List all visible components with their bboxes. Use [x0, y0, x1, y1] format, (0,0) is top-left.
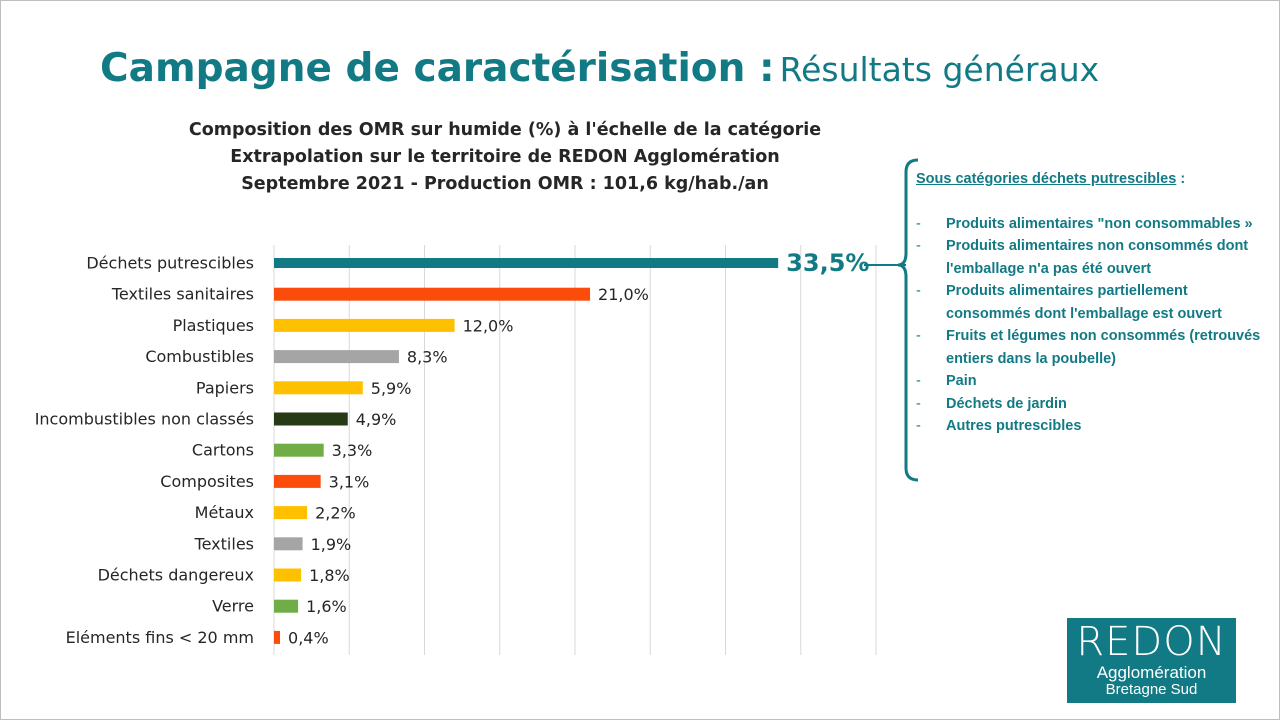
- bar: [274, 412, 348, 426]
- dash-bullet: -: [916, 373, 921, 389]
- bar: [274, 537, 303, 551]
- value-label: 8,3%: [407, 348, 448, 367]
- value-label: 2,2%: [315, 504, 356, 523]
- dash-bullet: -: [916, 418, 921, 434]
- category-label: Combustibles: [145, 347, 254, 366]
- bar: [274, 630, 281, 644]
- dash-bullet: -: [916, 283, 921, 299]
- brace: [897, 158, 919, 482]
- category-label: Déchets putrescibles: [86, 254, 254, 273]
- bar: [274, 258, 779, 268]
- dash-bullet: -: [916, 328, 921, 344]
- value-label: 1,6%: [306, 597, 347, 616]
- value-label: 5,9%: [371, 379, 412, 398]
- subtitle-line: Composition des OMR sur humide (%) à l'é…: [188, 120, 822, 140]
- logo-line1: REDON: [1076, 619, 1227, 665]
- bar: [274, 599, 299, 613]
- heading-suffix: :: [1176, 171, 1186, 187]
- bar: [274, 287, 591, 301]
- bar: [274, 568, 302, 582]
- category-label: Plastiques: [173, 316, 254, 335]
- bar: [274, 318, 455, 332]
- category-label: Verre: [212, 597, 254, 616]
- subcategory-item: - Produits alimentaires partiellement con…: [916, 280, 1276, 325]
- category-label: Incombustibles non classés: [35, 410, 254, 429]
- subcategory-text: Produits alimentaires "non consommables …: [946, 215, 1253, 232]
- subcategory-text: Fruits et légumes non consommés (retrouv…: [946, 328, 1261, 367]
- subcategory-item: - Autres putrescibles: [916, 415, 1276, 438]
- value-label: 1,9%: [311, 535, 352, 554]
- category-label: Métaux: [195, 503, 254, 522]
- subtitle-line: Septembre 2021 - Production OMR : 101,6 …: [241, 174, 769, 194]
- chart-subtitle: Composition des OMR sur humide (%) à l'é…: [150, 117, 860, 198]
- subcategory-item: - Produits alimentaires "non consommables…: [916, 213, 1276, 236]
- value-label: 4,9%: [356, 410, 397, 429]
- value-label: 21,0%: [598, 285, 649, 304]
- value-label: 0,4%: [288, 628, 329, 647]
- subcategory-item: - Déchets de jardin: [916, 393, 1276, 416]
- subtitle-line: Extrapolation sur le territoire de REDON…: [230, 147, 780, 167]
- subcategory-item: - Produits alimentaires non consommés don…: [916, 235, 1276, 280]
- subcategory-heading: Sous catégories déchets putrescibles: [916, 171, 1177, 187]
- logo-line3: Bretagne Sud: [1105, 681, 1198, 698]
- bar: [274, 474, 321, 488]
- subcategory-text: Pain: [946, 373, 977, 389]
- dash-bullet: -: [916, 238, 921, 254]
- dash-bullet: -: [916, 395, 921, 412]
- subcategory-list: Sous catégories déchets putrescibles : -…: [916, 168, 1276, 438]
- category-label: Papiers: [196, 378, 254, 397]
- bar: [274, 381, 363, 395]
- title-bold: Campagne de caractérisation :: [100, 46, 775, 91]
- bar: [274, 506, 308, 520]
- logo-line2: Agglomération: [1096, 663, 1207, 682]
- value-label: 33,5%: [786, 249, 869, 277]
- slide-title: Campagne de caractérisation : Résultats …: [100, 46, 1099, 91]
- value-label: 3,3%: [332, 441, 373, 460]
- redon-logo: REDON Agglomération Bretagne Sud: [1067, 618, 1236, 703]
- category-label: Cartons: [192, 441, 254, 460]
- category-label: Textiles: [194, 534, 254, 553]
- subcategory-text: Autres putrescibles: [946, 418, 1082, 434]
- subcategory-item: - Pain: [916, 370, 1276, 393]
- subcategory-item: - Fruits et légumes non consommés (retrou…: [916, 325, 1276, 370]
- subcategory-text: Produits alimentaires partiellement cons…: [946, 283, 1222, 322]
- value-label: 3,1%: [329, 472, 370, 491]
- subcategory-text: Déchets de jardin: [946, 395, 1067, 412]
- category-label: Textiles sanitaires: [111, 285, 254, 304]
- category-label: Déchets dangereux: [98, 566, 254, 585]
- value-label: 12,0%: [463, 316, 514, 335]
- category-label: Eléments fins < 20 mm: [66, 628, 254, 647]
- bar: [274, 443, 324, 457]
- value-label: 1,8%: [309, 566, 350, 585]
- bar: [274, 350, 399, 364]
- category-label: Composites: [160, 472, 254, 491]
- subcategory-text: Produits alimentaires non consommés dont…: [946, 238, 1249, 277]
- dash-bullet: -: [916, 215, 921, 232]
- title-normal: Résultats généraux: [779, 50, 1100, 89]
